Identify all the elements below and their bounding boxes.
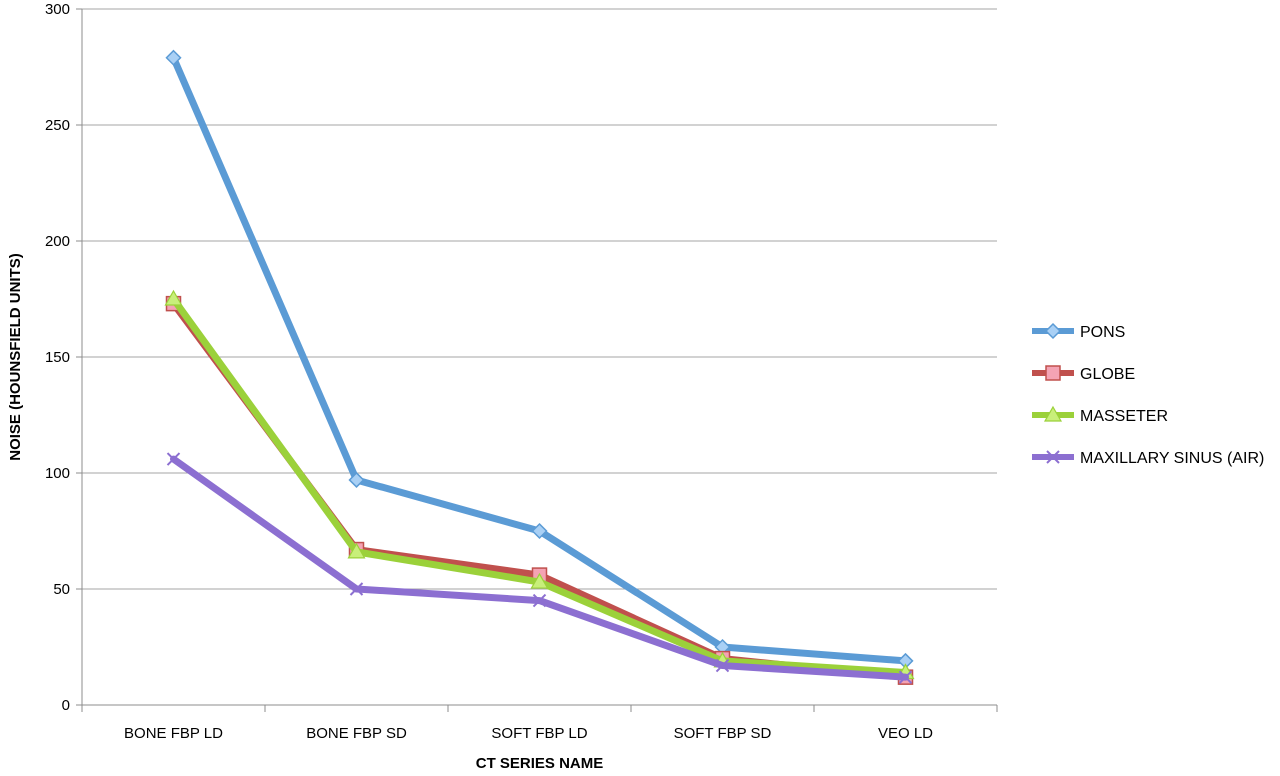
y-tick-label: 100 xyxy=(45,465,70,482)
legend-item: MAXILLARY SINUS (AIR) xyxy=(1032,450,1264,467)
x-tick-label: SOFT FBP SD xyxy=(674,725,772,742)
legend-swatch-marker xyxy=(1044,322,1062,340)
legend-label: MAXILLARY SINUS (AIR) xyxy=(1080,450,1264,467)
data-point xyxy=(166,452,181,466)
legend-swatch-marker xyxy=(1043,405,1063,422)
axes xyxy=(81,9,998,712)
data-point xyxy=(165,49,182,66)
y-tick-label: 200 xyxy=(45,233,70,250)
data-point xyxy=(715,658,730,673)
y-axis-title: NOISE (HOUNSFIELD UNITS) xyxy=(7,253,24,461)
series-pons xyxy=(165,49,914,669)
y-tick-label: 0 xyxy=(62,697,70,714)
y-tick-labels: 0 50 100 150 200 250 300 xyxy=(45,1,70,714)
data-point xyxy=(531,522,548,540)
x-tick-label: BONE FBP SD xyxy=(306,725,407,742)
data-point xyxy=(349,582,364,596)
legend-item: GLOBE xyxy=(1032,365,1135,383)
data-point xyxy=(532,593,547,608)
x-axis-title: CT SERIES NAME xyxy=(476,755,604,772)
x-tick-label: VEO LD xyxy=(878,725,933,742)
gridlines xyxy=(76,8,997,706)
y-tick-label: 250 xyxy=(45,117,70,134)
legend-item: MASSETER xyxy=(1032,405,1168,425)
data-point xyxy=(898,670,913,684)
series-masseter xyxy=(164,289,915,680)
series-globe xyxy=(165,295,914,685)
series-group xyxy=(164,49,915,685)
x-tick-labels: BONE FBP LD BONE FBP SD SOFT FBP LD SOFT FB… xyxy=(124,725,933,742)
data-point xyxy=(347,542,366,559)
legend-swatch-marker xyxy=(1045,365,1061,381)
x-tick-label: BONE FBP LD xyxy=(124,725,223,742)
legend-label: PONS xyxy=(1080,324,1125,341)
series-line xyxy=(170,300,909,681)
y-tick-label: 50 xyxy=(53,581,70,598)
y-tick-label: 150 xyxy=(45,349,70,366)
legend-label: MASSETER xyxy=(1080,408,1168,425)
data-point xyxy=(530,572,549,589)
series-maxillary-sinus-air xyxy=(166,452,913,684)
data-point xyxy=(348,471,365,489)
series-line xyxy=(170,295,909,677)
data-point xyxy=(164,289,183,306)
legend-item: PONS xyxy=(1032,322,1125,341)
y-tick-label: 300 xyxy=(45,1,70,18)
legend: PONS GLOBE MASSETER MAXILLARY SINUS (AIR) xyxy=(1032,322,1264,467)
legend-swatch-marker xyxy=(1046,450,1060,464)
legend-label: GLOBE xyxy=(1080,366,1135,383)
x-tick-label: SOFT FBP LD xyxy=(491,725,587,742)
